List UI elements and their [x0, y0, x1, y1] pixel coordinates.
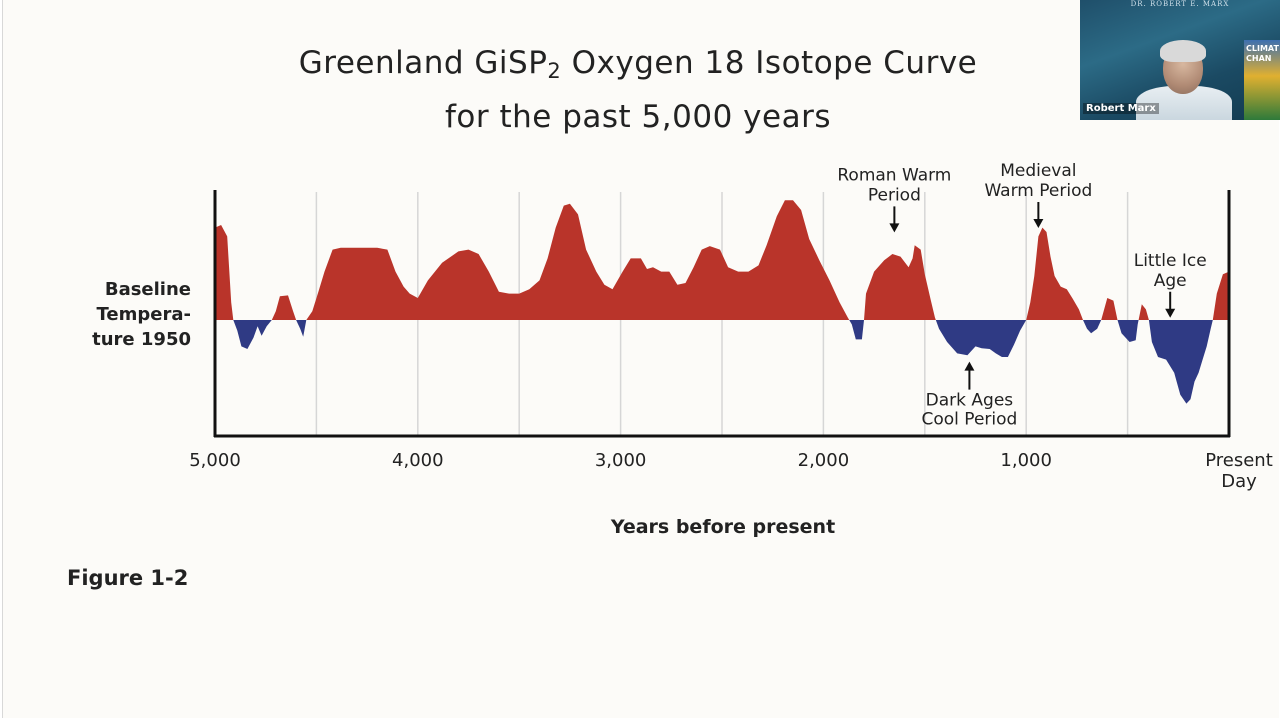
- book-text-line-1: CLIMAT: [1246, 44, 1279, 53]
- y-axis-label-line: Tempera-: [97, 304, 191, 325]
- annotation-roman-text: Roman Warm: [837, 165, 951, 185]
- warm-area: [215, 200, 1229, 320]
- annotation-little_ice-text: Little Ice: [1134, 251, 1207, 271]
- annotation-medieval-text: Medieval: [1000, 161, 1076, 181]
- x-tick-label: Present: [1205, 450, 1273, 471]
- x-tick-label: 2,000: [798, 450, 850, 471]
- book-cover-text: CLIMAT CHAN: [1246, 44, 1280, 64]
- annotation-roman-text: Period: [868, 185, 921, 205]
- book-text-line-2: CHAN: [1246, 54, 1272, 63]
- cool-area: [215, 320, 1229, 404]
- chart-title: Greenland GiSP2 Oxygen 18 Isotope Curve …: [133, 40, 1143, 140]
- webcam-banner: DR. ROBERT E. MARX: [1130, 0, 1230, 8]
- title-part-b: Oxygen 18 Isotope Curve: [561, 45, 978, 81]
- chart-title-line-1: Greenland GiSP2 Oxygen 18 Isotope Curve: [133, 40, 1143, 94]
- annotation-dark_ages-text: Cool Period: [922, 410, 1018, 430]
- annotation-dark_ages-text: Dark Ages: [926, 391, 1014, 411]
- y-axis-label-line: ture 1950: [92, 329, 191, 350]
- participant-name: Robert Marx: [1083, 103, 1159, 114]
- x-tick-label: 5,000: [189, 450, 241, 471]
- annotation-dark_ages-arrow-head: [964, 361, 975, 371]
- annotation-little_ice-text: Age: [1154, 271, 1187, 291]
- annotation-medieval-text: Warm Period: [984, 181, 1092, 201]
- annotation-little_ice-arrow-head: [1165, 308, 1176, 318]
- x-tick-label: 4,000: [392, 450, 444, 471]
- x-tick-label: 1,000: [1000, 450, 1052, 471]
- title-subscript: 2: [547, 59, 562, 83]
- chart-title-line-2: for the past 5,000 years: [445, 99, 831, 135]
- x-tick-label: 3,000: [595, 450, 647, 471]
- participant-hair: [1160, 40, 1206, 62]
- x-axis-label: Years before present: [610, 516, 836, 538]
- figure-label: Figure 1-2: [67, 566, 189, 590]
- x-tick-label-line-2: Day: [1221, 471, 1257, 492]
- webcam-thumbnail[interactable]: DR. ROBERT E. MARX CLIMAT CHAN Robert Ma…: [1080, 0, 1280, 120]
- annotation-medieval-arrow-head: [1033, 219, 1044, 228]
- book-cover-image: [1244, 40, 1280, 120]
- title-part-a: Greenland GiSP: [298, 45, 548, 81]
- annotation-roman-arrow-head: [889, 223, 900, 233]
- y-axis-label-line: Baseline: [105, 279, 191, 300]
